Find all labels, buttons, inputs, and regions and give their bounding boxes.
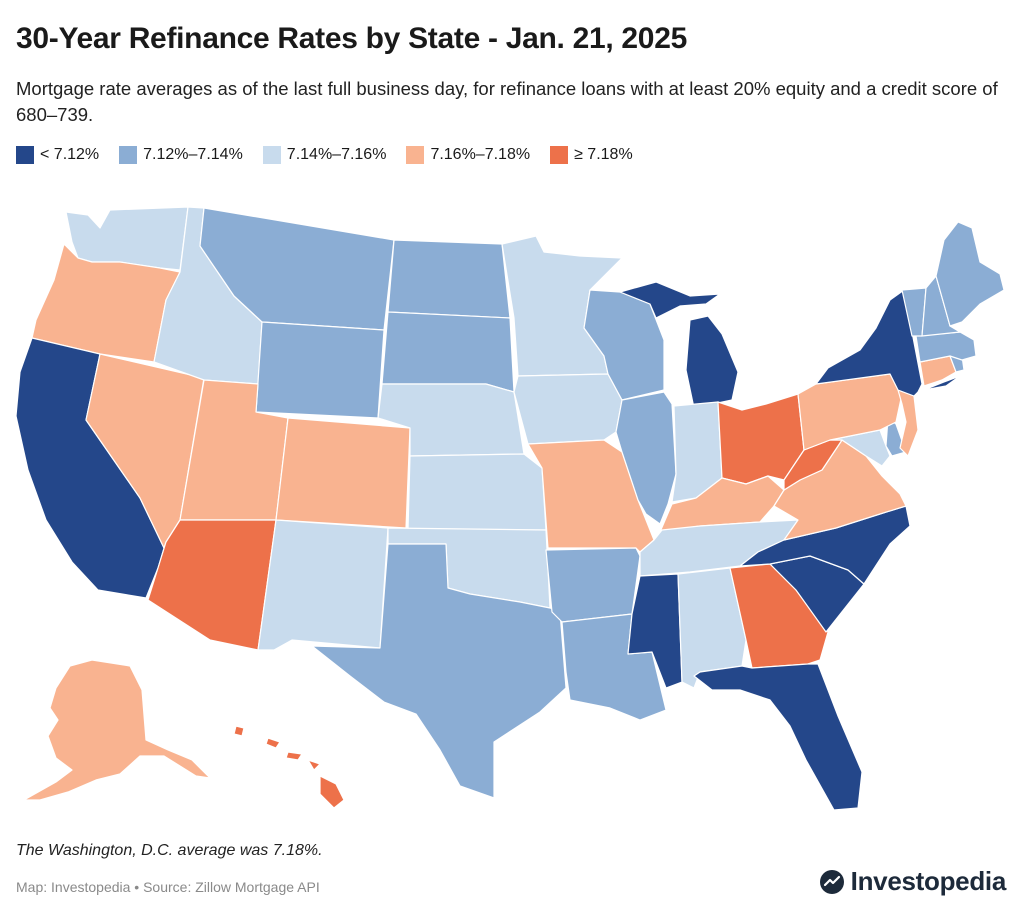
state-florida: Florida <box>693 663 863 811</box>
state-new-hampshire: New Hampshire <box>921 275 961 337</box>
legend-label-3: 7.16%–7.18% <box>430 146 531 163</box>
legend-swatch-3 <box>406 146 425 164</box>
chart-subtitle: Mortgage rate averages as of the last fu… <box>16 78 998 125</box>
state-iowa: Iowa <box>513 373 623 445</box>
state-south-dakota: South Dakota <box>381 311 515 393</box>
state-arkansas: Arkansas <box>545 547 641 623</box>
legend-label-0: < 7.12% <box>40 146 100 163</box>
state-texas: Texas <box>311 543 567 799</box>
state-kansas: Kansas <box>407 453 547 531</box>
state-arizona: Arizona <box>147 519 277 651</box>
footnote: The Washington, D.C. average was 7.18%. <box>16 842 323 859</box>
legend-item-3: 7.16%–7.18% <box>406 146 530 164</box>
legend-swatch-4 <box>550 146 569 164</box>
legend-label-4: ≥ 7.18% <box>574 146 633 163</box>
legend-item-1: 7.12%–7.14% <box>119 146 243 164</box>
state-washington: Washington <box>65 206 189 271</box>
legend-label-1: 7.12%–7.14% <box>143 146 243 163</box>
state-wyoming: Wyoming <box>255 321 385 419</box>
state-colorado: Colorado <box>275 417 411 529</box>
us-state-map: Washington Oregon California Nevada Idah… <box>15 206 1005 811</box>
state-north-dakota: North Dakota <box>387 239 511 319</box>
state-new-mexico: New Mexico <box>257 519 389 651</box>
legend-item-4: ≥ 7.18% <box>550 146 633 164</box>
legend: < 7.12% 7.12%–7.14% 7.14%–7.16% 7.16%–7.… <box>16 146 653 164</box>
state-alaska: Alaska <box>23 659 211 801</box>
state-michigan: Michigan <box>619 281 739 409</box>
brand-name: Investopedia <box>850 866 1007 896</box>
state-maryland: Maryland <box>829 429 891 467</box>
state-new-jersey: New Jersey <box>897 389 919 457</box>
source-credit: Map: Investopedia • Source: Zillow Mortg… <box>16 879 320 895</box>
legend-swatch-1 <box>119 146 138 164</box>
legend-item-2: 7.14%–7.16% <box>262 146 387 164</box>
state-hawaii: Hawaii <box>233 725 345 809</box>
state-maine: Maine <box>935 221 1005 327</box>
investopedia-logo-icon <box>819 869 844 894</box>
legend-swatch-2 <box>262 146 281 164</box>
legend-item-0: < 7.12% <box>16 146 99 164</box>
chart-title: 30-Year Refinance Rates by State - Jan. … <box>16 22 687 55</box>
state-massachusetts: Massachusetts <box>915 331 977 363</box>
brand-logo: Investopedia <box>819 866 1006 897</box>
state-illinois: Illinois <box>615 391 677 525</box>
legend-swatch-0 <box>16 146 34 164</box>
legend-label-2: 7.14%–7.16% <box>286 146 387 163</box>
